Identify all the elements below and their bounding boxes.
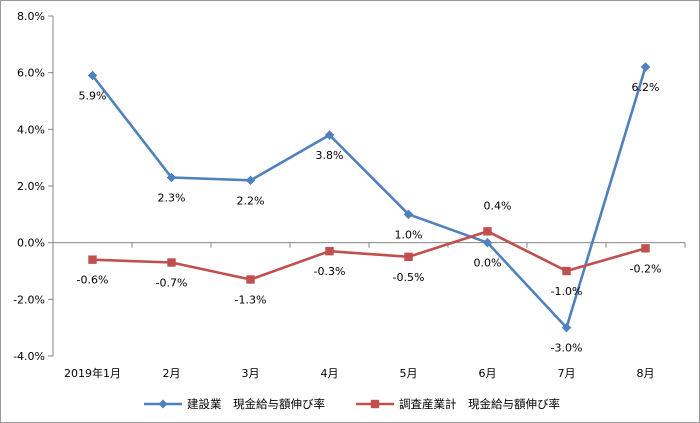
data-point-marker xyxy=(641,244,650,253)
data-label: 0.4% xyxy=(484,199,512,212)
data-point-marker xyxy=(325,246,334,256)
x-tick-label: 5月 xyxy=(400,367,418,380)
data-label: -0.5% xyxy=(393,271,425,284)
y-tick-label: 4.0% xyxy=(17,123,45,136)
data-label: 1.0% xyxy=(395,228,423,241)
data-label: 6.2% xyxy=(632,81,660,94)
chart-data-labels: 5.9% 2.3% 2.2% 3.8% 1.0% 0.0% -3.0% 6.2% -0.6% -0… xyxy=(77,81,662,355)
data-label: -0.3% xyxy=(314,265,346,278)
data-label: 0.0% xyxy=(474,257,502,270)
x-tick-label: 6月 xyxy=(479,367,497,380)
chart-legend: 建設業 現金給与額伸び率 調査産業計 現金給与額伸び率 xyxy=(144,397,560,411)
data-point-marker xyxy=(562,266,571,276)
x-tick-label: 4月 xyxy=(321,367,339,380)
chart-axes: 8.0% 6.0% 4.0% 2.0% 0.0% -2.0% -4.0% 2019年1月 2月 3… xyxy=(13,10,686,380)
data-point-marker xyxy=(88,255,97,264)
data-point-marker xyxy=(482,237,493,248)
y-tick-label: -4.0% xyxy=(13,350,45,363)
data-label: -1.3% xyxy=(235,294,267,307)
data-point-marker xyxy=(87,70,98,81)
series-line-1 xyxy=(91,66,647,329)
data-label: -0.6% xyxy=(77,274,109,287)
data-label: -3.0% xyxy=(551,342,583,355)
data-point-marker xyxy=(640,62,651,72)
data-label: 2.3% xyxy=(158,192,186,205)
series-line-2 xyxy=(92,230,646,281)
x-tick-label: 7月 xyxy=(558,367,576,380)
data-point-marker xyxy=(483,227,492,236)
y-tick-label: 2.0% xyxy=(17,180,45,193)
data-point-marker xyxy=(167,258,176,267)
data-point-marker xyxy=(324,130,335,140)
legend-marker xyxy=(370,399,380,409)
y-tick-label: 8.0% xyxy=(17,10,45,23)
data-point-marker xyxy=(561,322,572,333)
legend-entry-1: 建設業 現金給与額伸び率 xyxy=(187,397,325,411)
data-label: 2.2% xyxy=(237,194,265,207)
x-tick-label: 2019年1月 xyxy=(64,366,121,380)
data-point-marker xyxy=(245,175,256,186)
y-tick-label: -2.0% xyxy=(13,293,45,306)
data-label: -1.0% xyxy=(551,285,583,298)
data-label: 3.8% xyxy=(316,149,344,162)
data-point-marker xyxy=(246,275,255,284)
data-label: -0.2% xyxy=(630,262,662,275)
x-tick-label: 3月 xyxy=(242,367,260,380)
y-tick-label: 6.0% xyxy=(17,67,45,80)
data-label: -0.7% xyxy=(156,277,188,290)
legend-entry-2: 調査産業計 現金給与額伸び率 xyxy=(399,397,560,411)
data-point-marker xyxy=(166,172,177,183)
x-tick-label: 8月 xyxy=(637,367,655,380)
data-point-marker xyxy=(403,209,414,220)
legend-marker xyxy=(158,399,168,409)
data-label: 5.9% xyxy=(79,90,107,103)
chart-series xyxy=(87,62,651,333)
x-tick-label: 2月 xyxy=(163,367,181,380)
y-tick-label: 0.0% xyxy=(17,237,45,250)
data-point-marker xyxy=(404,252,413,262)
